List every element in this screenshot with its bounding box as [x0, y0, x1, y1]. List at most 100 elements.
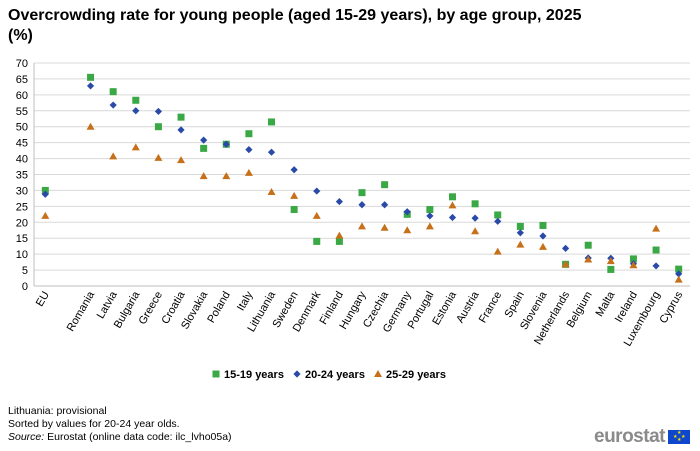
y-tick-label: 55 — [16, 106, 28, 118]
y-tick-label: 20 — [16, 217, 28, 229]
data-point — [87, 73, 95, 81]
data-point — [561, 244, 570, 253]
data-point — [629, 261, 638, 269]
y-tick-label: 35 — [16, 170, 28, 182]
data-point — [245, 146, 253, 154]
data-point — [584, 255, 593, 263]
y-tick-label: 5 — [22, 265, 28, 277]
data-point — [471, 214, 479, 222]
data-point — [493, 247, 502, 255]
data-point — [674, 275, 683, 283]
data-point — [200, 144, 208, 152]
data-point — [381, 201, 389, 209]
chart-notes: Lithuania: provisional Sorted by values … — [8, 405, 232, 444]
data-point — [425, 222, 434, 230]
data-point — [222, 140, 230, 148]
chart-title: Overcrowding rate for young people (aged… — [8, 7, 582, 44]
note-sorting: Sorted by values for 20-24 year olds. — [8, 418, 180, 430]
data-point — [109, 152, 118, 160]
data-point — [335, 197, 343, 206]
x-tick-label: Cyprus — [657, 289, 685, 326]
y-tick-label: 0 — [22, 281, 28, 293]
data-point — [606, 257, 615, 265]
data-point — [154, 107, 163, 116]
note-provisional: Lithuania: provisional — [8, 405, 107, 417]
data-point — [313, 237, 321, 245]
data-point — [267, 188, 276, 196]
data-point — [268, 118, 276, 126]
data-point — [448, 213, 457, 222]
data-point — [426, 206, 434, 214]
data-point — [629, 255, 637, 263]
data-point — [199, 172, 208, 180]
data-point — [177, 126, 185, 134]
source-text: Eurostat (online data code: ilc_lvho05a) — [44, 431, 232, 443]
data-point — [244, 168, 253, 176]
eurostat-logo: eurostat ★ ★ ★ ★ — [594, 426, 690, 447]
data-point — [245, 130, 253, 138]
x-tick-label: France — [477, 289, 505, 325]
data-point — [403, 208, 411, 216]
data-point — [471, 200, 479, 208]
y-tick-label: 60 — [16, 90, 28, 102]
x-tick-labels: EU RomaniaLatviaBulgariaGreeceCroatiaSlov… — [34, 289, 686, 349]
legend-label: 25-29 years — [386, 369, 446, 381]
data-markers — [41, 73, 683, 283]
data-point — [132, 96, 140, 104]
x-tick-label: Italy — [235, 289, 256, 313]
gridlines — [34, 62, 690, 271]
eu-flag-icon: ★ ★ ★ ★ — [667, 430, 690, 444]
data-point — [584, 241, 592, 249]
data-point — [41, 211, 50, 219]
y-tick-label: 40 — [16, 154, 28, 166]
legend-label: 15-19 years — [224, 369, 284, 381]
legend-item: 15-19 years — [212, 369, 284, 381]
legend-marker — [212, 370, 220, 378]
data-point — [607, 265, 615, 273]
data-point — [516, 240, 525, 248]
y-tick-labels: 0 5 10 15 20 25 30 35 40 45 50 55 60 65 70 — [16, 58, 28, 293]
data-point — [494, 211, 502, 219]
legend-marker — [374, 370, 382, 377]
data-point — [494, 217, 502, 225]
data-point — [86, 122, 95, 130]
data-point — [109, 88, 117, 96]
data-point — [538, 242, 547, 250]
data-point — [675, 270, 683, 278]
data-point — [652, 262, 660, 270]
data-point — [561, 260, 570, 268]
data-point — [154, 153, 163, 161]
y-tick-label: 15 — [16, 233, 28, 245]
data-point — [177, 113, 185, 121]
data-point — [313, 187, 321, 195]
legend: 15-19 years 20-24 years 25-29 years — [212, 369, 446, 381]
data-point — [539, 232, 547, 240]
y-tick-label: 30 — [16, 185, 28, 197]
series-15-19-years — [41, 73, 683, 273]
series-20-24-years — [41, 82, 683, 278]
x-tick-label: Poland — [205, 290, 233, 326]
data-point — [109, 101, 117, 109]
data-point — [426, 212, 434, 220]
y-tick-label: 65 — [16, 74, 28, 86]
data-point — [539, 221, 547, 229]
y-tick-label: 25 — [16, 201, 28, 213]
data-point — [381, 181, 389, 189]
data-point — [290, 206, 298, 214]
data-point — [312, 211, 321, 219]
legend-label: 20-24 years — [305, 369, 365, 381]
data-point — [516, 222, 524, 230]
data-point — [222, 172, 231, 180]
legend-item: 25-29 years — [374, 369, 446, 381]
series-25-29-years — [41, 122, 683, 283]
data-point — [403, 226, 412, 234]
data-point — [675, 265, 683, 273]
x-tick-label: Romania — [65, 289, 98, 334]
data-point — [41, 190, 49, 198]
logo-text: eurostat — [594, 426, 665, 447]
data-point — [335, 231, 344, 239]
data-point — [200, 136, 208, 144]
y-tick-label: 10 — [16, 249, 28, 261]
data-point — [448, 201, 457, 209]
